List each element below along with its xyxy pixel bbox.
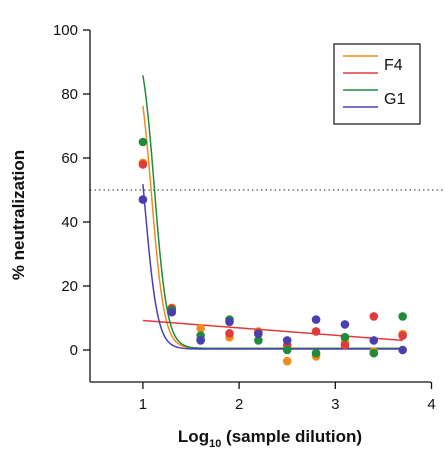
data-point-series-1 xyxy=(282,356,292,366)
y-tick-label: 40 xyxy=(61,214,78,231)
x-tick-label: 4 xyxy=(427,396,435,413)
data-point-series-3 xyxy=(369,348,379,358)
y-tick-label: 80 xyxy=(61,86,78,103)
legend-box xyxy=(333,43,421,125)
data-point-series-4 xyxy=(138,195,148,204)
x-axis-title-rest: (sample dilution) xyxy=(221,427,362,446)
data-point-series-4 xyxy=(398,345,407,355)
data-point-series-4 xyxy=(369,336,379,345)
x-tick-label: 2 xyxy=(235,396,243,413)
x-axis-title-main: Log xyxy=(178,427,209,446)
data-point-series-4 xyxy=(167,307,177,317)
data-point-series-3 xyxy=(254,336,263,345)
y-tick-label: 20 xyxy=(61,278,78,295)
fit-curve-series-1 xyxy=(142,105,403,350)
axes-layer: 0 20 40 60 80 100 1 2 3 4 xyxy=(53,22,436,413)
y-tick-label: 0 xyxy=(70,342,78,359)
data-point-series-3 xyxy=(138,137,148,147)
y-tick-label: 60 xyxy=(61,150,78,167)
data-point-series-1 xyxy=(196,323,205,333)
data-point-series-2 xyxy=(398,331,407,340)
legend-label: F4 xyxy=(384,57,403,74)
data-point-series-2 xyxy=(138,160,148,169)
data-point-series-4 xyxy=(225,317,234,327)
legend: F4 G1 xyxy=(333,43,421,125)
data-point-series-2 xyxy=(369,312,379,321)
data-point-series-4 xyxy=(340,320,350,329)
y-axis-title: % neutralization xyxy=(9,150,28,280)
curves-layer xyxy=(142,75,403,350)
data-point-series-3 xyxy=(311,348,321,358)
legend-label: G1 xyxy=(384,91,405,108)
x-tick-label: 3 xyxy=(331,396,339,413)
data-point-series-3 xyxy=(282,345,292,355)
x-axis-title-subscript: 10 xyxy=(209,438,221,450)
data-point-series-2 xyxy=(225,329,234,338)
x-tick-label: 1 xyxy=(139,396,147,413)
data-point-series-4 xyxy=(254,329,263,339)
data-point-series-4 xyxy=(282,336,292,345)
data-point-series-2 xyxy=(311,327,321,336)
data-point-series-3 xyxy=(340,332,350,342)
fit-curve-series-4 xyxy=(142,184,403,350)
data-point-series-2 xyxy=(340,340,350,350)
y-tick-label: 100 xyxy=(53,22,78,39)
trend-line-series-2 xyxy=(142,319,403,342)
data-point-series-4 xyxy=(196,336,205,345)
data-point-series-4 xyxy=(311,315,321,324)
data-point-series-3 xyxy=(398,312,407,321)
x-axis-title: Log10 (sample dilution) xyxy=(178,427,362,450)
points-layer xyxy=(138,137,407,366)
